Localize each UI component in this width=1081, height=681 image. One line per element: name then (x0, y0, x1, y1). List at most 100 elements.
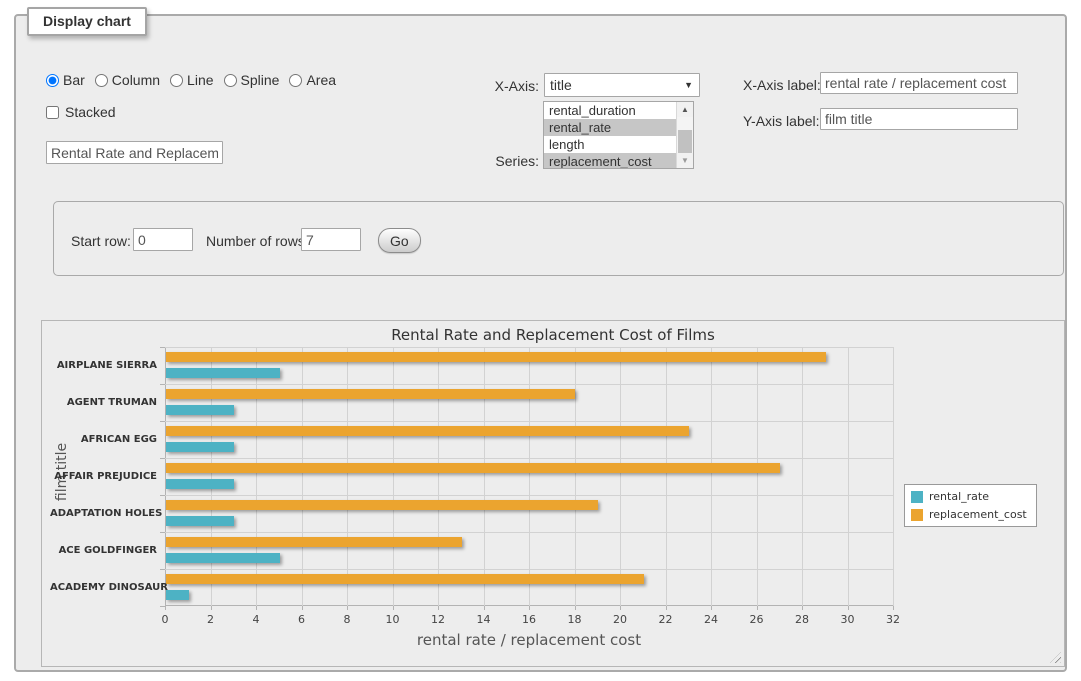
x-axis-tick-label: 26 (750, 613, 764, 626)
x-axis-tick-label: 32 (886, 613, 900, 626)
display-chart-panel: BarColumnLineSplineArea Stacked X-Axis: … (14, 14, 1067, 672)
category-label: AIRPLANE SIERRA (50, 347, 157, 384)
chart-type-radio-spline[interactable] (224, 74, 237, 87)
bar-rental_rate[interactable] (166, 553, 280, 563)
x-axis-tick (666, 606, 667, 610)
chart-type-radio-bar[interactable] (46, 74, 59, 87)
series-option-replacement_cost[interactable]: replacement_cost (544, 153, 676, 168)
bar-rental_rate[interactable] (166, 405, 234, 415)
series-option-length[interactable]: length (544, 136, 676, 153)
x-axis-tick (575, 606, 576, 610)
chart-type-label: Area (306, 72, 336, 88)
y-axis-tick (160, 347, 165, 348)
chart-type-option-line[interactable]: Line (170, 72, 213, 88)
bar-replacement_cost[interactable] (166, 500, 598, 510)
chart-title-input[interactable] (46, 141, 223, 164)
stacked-checkbox[interactable] (46, 106, 59, 119)
page: Display chart Bar Column Line Spline Area St… (0, 0, 1081, 681)
x-axis-tick (757, 606, 758, 610)
bar-replacement_cost[interactable] (166, 426, 689, 436)
plot-area (165, 347, 893, 606)
chart-type-radio-line[interactable] (170, 74, 183, 87)
bar-replacement_cost[interactable] (166, 463, 780, 473)
x-axis-tick (211, 606, 212, 610)
legend-item-rental_rate[interactable]: rental_rate (911, 490, 1027, 503)
resize-grip-icon[interactable] (1050, 652, 1061, 663)
bar-replacement_cost[interactable] (166, 352, 826, 362)
category-label: ACE GOLDFINGER (50, 532, 157, 569)
x-axis-tick (438, 606, 439, 610)
x-axis-select-label: X-Axis: (459, 78, 539, 94)
x-axis-tick (711, 606, 712, 610)
x-axis-tick (302, 606, 303, 610)
x-axis-tick-label: 4 (253, 613, 260, 626)
bar-replacement_cost[interactable] (166, 537, 462, 547)
y-axis-label-input[interactable] (820, 108, 1018, 130)
scroll-down-icon[interactable]: ▼ (677, 153, 693, 168)
chart-type-radiogroup: Bar Column Line Spline Area (46, 72, 336, 88)
y-axis-tick (160, 384, 165, 385)
series-scrollbar[interactable]: ▲ ▼ (676, 102, 693, 168)
legend-swatch-icon (911, 491, 923, 503)
go-button[interactable]: Go (378, 228, 421, 253)
legend-item-replacement_cost[interactable]: replacement_cost (911, 508, 1027, 521)
stacked-label: Stacked (65, 104, 116, 120)
series-option-rental_rate[interactable]: rental_rate (544, 119, 676, 136)
chart-type-option-column[interactable]: Column (95, 72, 160, 88)
scroll-up-icon[interactable]: ▲ (677, 102, 693, 117)
scrollbar-thumb[interactable] (678, 130, 692, 155)
chart-type-radio-area[interactable] (289, 74, 302, 87)
y-axis-tick (160, 495, 165, 496)
x-axis-tick (256, 606, 257, 610)
series-select-label: Series: (459, 153, 539, 169)
stacked-checkbox-row[interactable]: Stacked (46, 104, 116, 120)
gridline (256, 347, 257, 606)
y-axis-line (165, 347, 166, 606)
x-axis-tick (393, 606, 394, 610)
number-of-rows-input[interactable] (301, 228, 361, 251)
gridline (393, 347, 394, 606)
bar-rental_rate[interactable] (166, 479, 234, 489)
chart-type-radio-column[interactable] (95, 74, 108, 87)
chart-type-label: Column (112, 72, 160, 88)
x-axis-select[interactable]: title (544, 73, 700, 97)
y-axis-tick (160, 421, 165, 422)
series-listbox[interactable]: rental_durationrental_ratelengthreplacem… (543, 101, 694, 169)
chart-legend: rental_rate replacement_cost (904, 484, 1037, 527)
x-axis-tick-label: 28 (795, 613, 809, 626)
x-axis-tick (893, 606, 894, 610)
series-options: rental_durationrental_ratelengthreplacem… (544, 102, 676, 168)
x-axis-tick-label: 22 (659, 613, 673, 626)
panel-title: Display chart (27, 7, 147, 36)
x-axis-tick (347, 606, 348, 610)
x-axis-label-input[interactable] (820, 72, 1018, 94)
bar-replacement_cost[interactable] (166, 389, 575, 399)
x-axis-tick-label: 24 (704, 613, 718, 626)
chart-type-option-spline[interactable]: Spline (224, 72, 280, 88)
category-label: ADAPTATION HOLES (50, 495, 157, 532)
bar-replacement_cost[interactable] (166, 574, 644, 584)
gridline (165, 347, 893, 348)
x-axis-title: rental rate / replacement cost (165, 631, 893, 649)
bar-rental_rate[interactable] (166, 590, 189, 600)
chart-type-label: Spline (241, 72, 280, 88)
legend-label: rental_rate (929, 490, 989, 503)
gridline (893, 347, 894, 606)
bar-rental_rate[interactable] (166, 368, 280, 378)
x-axis-tick-label: 12 (431, 613, 445, 626)
chart-type-option-bar[interactable]: Bar (46, 72, 85, 88)
chart-type-option-area[interactable]: Area (289, 72, 336, 88)
x-axis-tick-label: 6 (298, 613, 305, 626)
gridline (165, 495, 893, 496)
x-axis-tick-label: 10 (386, 613, 400, 626)
gridline (302, 347, 303, 606)
bar-rental_rate[interactable] (166, 516, 234, 526)
x-axis-tick (620, 606, 621, 610)
category-label: AFRICAN EGG (50, 421, 157, 458)
x-axis-tick-label: 18 (568, 613, 582, 626)
start-row-input[interactable] (133, 228, 193, 251)
bar-rental_rate[interactable] (166, 442, 234, 452)
x-axis-tick (848, 606, 849, 610)
y-axis-label-label: Y-Axis label: (743, 113, 820, 129)
series-option-rental_duration[interactable]: rental_duration (544, 102, 676, 119)
